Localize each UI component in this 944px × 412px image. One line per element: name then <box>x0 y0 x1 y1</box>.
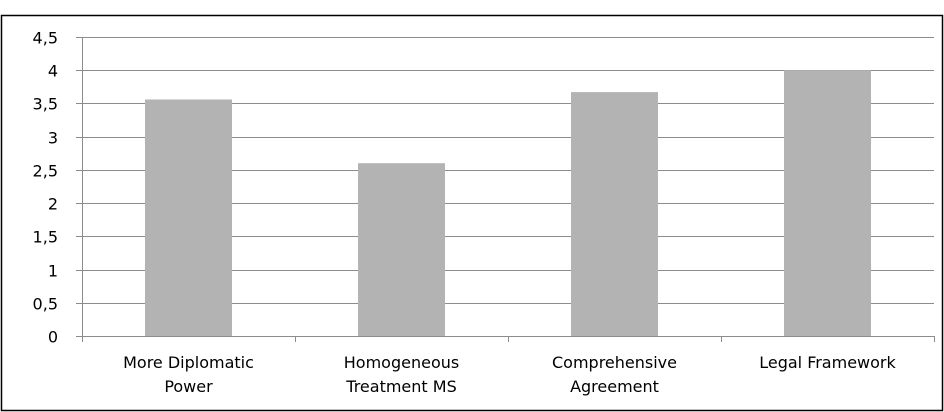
y-tick-label: 0 <box>48 328 58 347</box>
y-tick-label: 4,5 <box>33 29 58 48</box>
bar <box>571 92 658 336</box>
x-category-label: Legal Framework <box>759 353 896 372</box>
y-tick-label: 4 <box>48 62 58 81</box>
y-tick-label: 3,5 <box>33 95 58 114</box>
y-tick-label: 0,5 <box>33 295 58 314</box>
y-tick-label: 1,5 <box>33 228 58 247</box>
x-category-label: Comprehensive Agreement <box>552 353 677 396</box>
x-category-label: Homogeneous Treatment MS <box>344 353 459 396</box>
y-axis-tick-labels: 0 0,5 1 1,5 2 2,5 3 3,5 4 4,5 <box>33 29 58 347</box>
y-tick-label: 3 <box>48 129 58 148</box>
bar <box>145 99 232 336</box>
x-category-label: More Diplomatic Power <box>123 353 254 396</box>
axes <box>76 37 935 342</box>
bar <box>784 70 871 336</box>
y-tick-label: 1 <box>48 262 58 281</box>
bar <box>358 163 445 336</box>
y-tick-label: 2 <box>48 195 58 214</box>
x-axis-category-labels: More Diplomatic Power Homogeneous Treatment… <box>123 353 896 396</box>
bars <box>145 70 871 336</box>
y-tick-label: 2,5 <box>33 162 58 181</box>
